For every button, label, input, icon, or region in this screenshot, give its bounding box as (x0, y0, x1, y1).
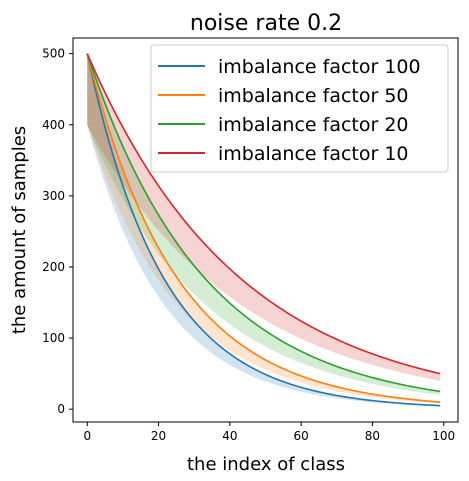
x-tick-label: 60 (294, 429, 309, 443)
y-tick-label: 0 (57, 402, 65, 416)
x-axis-label: the index of class (187, 454, 345, 475)
chart-title: noise rate 0.2 (190, 11, 342, 36)
series-line-0 (86, 53, 441, 407)
noise-band-0 (87, 53, 441, 407)
noise-bands (87, 53, 441, 407)
y-axis-label: the amount of samples (9, 126, 30, 334)
legend: imbalance factor 100 imbalance factor 50 i… (150, 44, 449, 173)
legend-label: imbalance factor 100 (218, 56, 421, 78)
noise-band-2 (87, 53, 441, 395)
x-tick-label: 80 (365, 429, 380, 443)
noise-band-3 (87, 53, 441, 381)
y-tick-label: 200 (42, 260, 65, 274)
legend-box (150, 44, 449, 173)
x-tick-label: 20 (151, 429, 166, 443)
legend-label: imbalance factor 50 (218, 85, 409, 107)
x-tick-label: 40 (222, 429, 237, 443)
y-axis-ticks: 0 100 200 300 400 500 (42, 47, 73, 416)
plot-frame (72, 37, 459, 423)
y-tick-label: 500 (42, 47, 65, 61)
y-tick-label: 100 (42, 331, 65, 345)
legend-label: imbalance factor 10 (218, 143, 409, 165)
x-axis-ticks: 0 20 40 60 80 100 (83, 422, 455, 443)
legend-label: imbalance factor 20 (218, 114, 409, 136)
series-line-1 (86, 53, 441, 403)
series-line-3 (86, 53, 441, 375)
y-tick-label: 300 (42, 189, 65, 203)
series-line-2 (86, 53, 441, 393)
series-lines (86, 53, 441, 407)
x-tick-label: 0 (83, 429, 91, 443)
x-tick-label: 100 (432, 429, 455, 443)
y-tick-label: 400 (42, 118, 65, 132)
